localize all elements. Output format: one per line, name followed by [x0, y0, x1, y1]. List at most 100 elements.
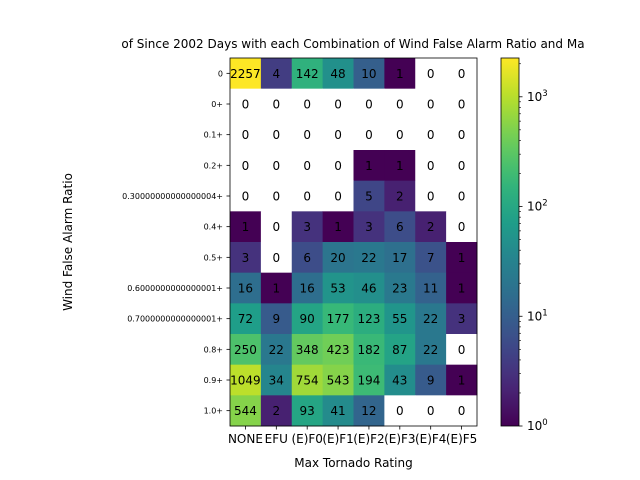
heatmap-cell	[446, 88, 478, 120]
heatmap-cell	[260, 272, 293, 304]
heatmap-cell	[322, 272, 354, 304]
heatmap-cell	[230, 88, 262, 120]
heatmap-cell	[291, 211, 324, 243]
x-tick-label: (E)F0	[291, 432, 322, 446]
cell-value-label: 48	[330, 67, 345, 81]
heatmap-cell	[415, 334, 447, 366]
heatmap-cell	[322, 395, 354, 427]
heatmap-cell	[291, 272, 324, 304]
cell-value-label: 43	[392, 374, 407, 388]
cell-value-label: 0	[272, 159, 280, 173]
y-axis-ticks: 0 0+ 0.1+ 0.2+ 0.30000000000000004+ 0.4+ 0.5+ 0…	[122, 69, 230, 416]
cell-value-label: 41	[330, 404, 345, 418]
cell-value-label: 1	[272, 282, 280, 296]
cell-value-label: 10	[361, 67, 376, 81]
cell-value-label: 20	[330, 251, 345, 265]
heatmap-cell	[230, 242, 262, 274]
cell-value-label: 1	[334, 220, 342, 234]
heatmap-cell	[230, 150, 262, 182]
cell-value-label: 1	[365, 159, 373, 173]
heatmap-cell	[291, 242, 324, 274]
heatmap-cell	[353, 211, 385, 243]
heatmap-cell	[322, 242, 354, 274]
cell-value-label: 0	[303, 98, 311, 112]
cell-value-label: 16	[238, 282, 253, 296]
cell-value-label: 3	[365, 220, 373, 234]
cell-value-label: 194	[357, 374, 380, 388]
heatmap-cell	[322, 364, 354, 396]
cell-value-label: 0	[365, 128, 373, 142]
cell-value-label: 423	[327, 343, 350, 357]
heatmap-cell	[291, 334, 324, 366]
cell-value-label: 543	[327, 374, 350, 388]
x-tick-label: (E)F5	[446, 432, 477, 446]
cell-value-label: 2	[396, 190, 404, 204]
cell-value-label: 1049	[230, 374, 261, 388]
cell-value-label: 22	[361, 251, 376, 265]
cell-value-label: 348	[296, 343, 319, 357]
cell-value-label: 12	[361, 404, 376, 418]
y-tick-label: 0.6000000000000001+	[127, 284, 223, 293]
heatmap-cell	[230, 180, 262, 212]
cell-value-label: 0	[242, 98, 250, 112]
x-tick-label: (E)F2	[353, 432, 384, 446]
cell-value-label: 2257	[230, 67, 261, 81]
cell-value-label: 0	[272, 220, 280, 234]
cell-value-label: 250	[234, 343, 257, 357]
heatmap-cell	[260, 303, 293, 335]
heatmap-cell	[384, 119, 416, 151]
cell-value-label: 3	[303, 220, 311, 234]
heatmap-cell	[291, 364, 324, 396]
cell-value-label: 55	[392, 312, 407, 326]
cell-value-label: 0	[334, 159, 342, 173]
heatmap-cell	[353, 334, 385, 366]
y-tick-label: 0.7000000000000001+	[127, 315, 223, 324]
heatmap-cell	[260, 395, 293, 427]
cell-value-label: 0	[334, 190, 342, 204]
cell-value-label: 0	[458, 190, 466, 204]
heatmap-cell	[384, 334, 416, 366]
heatmap-cell	[291, 303, 324, 335]
cell-value-label: 0	[272, 98, 280, 112]
cell-value-label: 5	[365, 190, 373, 204]
cell-value-label: 0	[365, 98, 373, 112]
cell-value-label: 0	[458, 343, 466, 357]
cell-value-label: 0	[458, 98, 466, 112]
cell-value-label: 182	[357, 343, 380, 357]
heatmap-cell	[291, 88, 324, 120]
cell-value-label: 53	[330, 282, 345, 296]
heatmap-cell	[260, 119, 293, 151]
cell-value-label: 1	[242, 220, 250, 234]
cell-value-label: 0	[272, 251, 280, 265]
heatmap-cell	[260, 150, 293, 182]
heatmap-cell	[415, 119, 447, 151]
heatmap-cell	[353, 58, 385, 90]
y-tick-label: 0.8+	[204, 345, 223, 354]
cell-value-label: 17	[392, 251, 407, 265]
cell-value-label: 0	[334, 98, 342, 112]
y-tick-label: 1.0+	[204, 407, 223, 416]
heatmap-cell	[353, 395, 385, 427]
heatmap-cell	[415, 395, 447, 427]
cell-value-label: 46	[361, 282, 376, 296]
cell-value-label: 6	[303, 251, 311, 265]
cell-value-label: 1	[396, 159, 404, 173]
y-tick-label: 0.1+	[204, 131, 223, 140]
y-axis-label: Wind False Alarm Ratio	[61, 173, 75, 311]
heatmap-cell	[291, 395, 324, 427]
cell-value-label: 2	[272, 404, 280, 418]
heatmap-cell	[322, 88, 354, 120]
cell-value-label: 177	[327, 312, 350, 326]
heatmap-cell	[446, 242, 478, 274]
cell-value-label: 123	[357, 312, 380, 326]
cell-value-label: 0	[427, 159, 435, 173]
cell-value-label: 544	[234, 404, 257, 418]
cell-value-label: 4	[272, 67, 280, 81]
plot-frame	[229, 57, 478, 427]
colorbar-tick-label: 102	[527, 199, 548, 214]
cell-value-label: 0	[242, 159, 250, 173]
colorbar-tick-label: 103	[527, 89, 548, 104]
x-tick-label: (E)F3	[384, 432, 415, 446]
heatmap-cell	[415, 272, 447, 304]
heatmap-cell	[260, 242, 293, 274]
